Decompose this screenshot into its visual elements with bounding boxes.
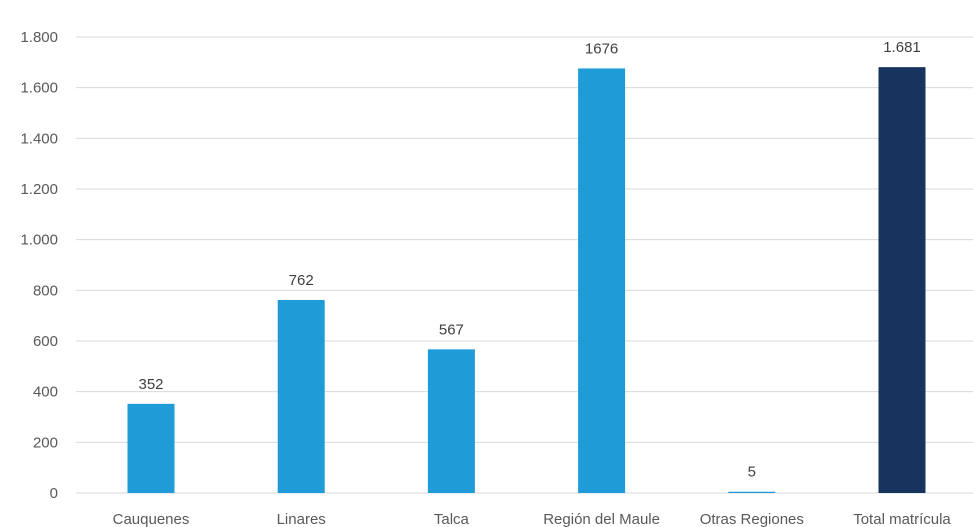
y-tick-label: 1.600 [20, 80, 58, 97]
category-label: Talca [434, 511, 470, 527]
x-axis-categories: Cauquenes Linares Talca Región del Maule Otr… [113, 511, 952, 527]
y-tick-label: 1.800 [20, 29, 58, 46]
y-tick-label: 200 [33, 434, 58, 451]
data-labels: 352 762 567 1676 5 1.681 [138, 39, 920, 481]
category-label: Total matrícula [853, 511, 951, 527]
y-axis-ticks: 0 200 400 600 800 1.000 1.200 1.400 1.600 1.800 [20, 29, 58, 502]
gridlines [76, 36, 973, 494]
y-tick-label: 0 [50, 485, 58, 502]
y-tick-label: 800 [33, 282, 58, 299]
data-label: 1.681 [883, 39, 921, 56]
bar [878, 67, 926, 493]
category-label: Otras Regiones [700, 511, 804, 527]
y-tick-label: 1.200 [20, 181, 58, 198]
y-tick-label: 1.000 [20, 232, 58, 249]
bar [277, 299, 325, 493]
bar [578, 68, 626, 493]
data-label: 567 [439, 321, 464, 338]
bar [127, 403, 175, 493]
y-tick-label: 600 [33, 333, 58, 350]
y-tick-label: 1.400 [20, 130, 58, 147]
data-label: 5 [748, 464, 756, 481]
y-tick-label: 400 [33, 384, 58, 401]
bars [127, 67, 926, 493]
category-label: Región del Maule [543, 511, 660, 527]
bar [427, 349, 475, 493]
category-label: Linares [277, 511, 326, 527]
data-label: 352 [138, 376, 163, 393]
data-label: 762 [289, 272, 314, 289]
bar [728, 491, 776, 493]
data-label: 1676 [585, 40, 618, 57]
category-label: Cauquenes [113, 511, 190, 527]
